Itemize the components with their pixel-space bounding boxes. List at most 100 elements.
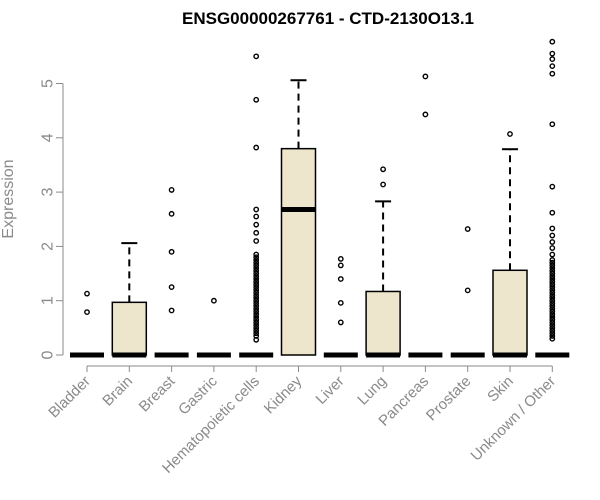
y-tick-label: 3: [40, 188, 57, 197]
y-tick-label: 4: [40, 133, 57, 142]
outlier-point: [549, 183, 556, 190]
outlier-point: [549, 305, 556, 312]
outlier-point: [549, 225, 556, 232]
outlier-point: [549, 56, 556, 62]
outlier-point: [337, 299, 344, 306]
outlier-point: [253, 96, 260, 103]
outlier-point: [549, 267, 556, 274]
outlier-point: [253, 270, 260, 277]
x-tick-label: Skin: [484, 373, 517, 406]
outlier-point: [253, 316, 260, 323]
outlier-point: [549, 278, 556, 285]
outlier-point: [337, 262, 344, 269]
outlier-point: [549, 330, 556, 337]
outlier-point: [253, 281, 260, 288]
outlier-point: [168, 210, 175, 217]
outlier-point: [507, 131, 513, 137]
outlier-point: [549, 281, 556, 288]
outlier-point: [549, 262, 556, 269]
y-axis-label: Expression: [0, 159, 17, 238]
box-body: [492, 269, 528, 356]
outlier-point: [549, 63, 556, 70]
outlier-point: [549, 270, 556, 277]
x-tick-label: Brain: [99, 373, 136, 410]
outlier-point: [549, 316, 556, 323]
outlier-point: [168, 187, 175, 193]
box-breast: [154, 187, 189, 358]
outlier-point: [253, 314, 260, 320]
outlier-point: [549, 245, 556, 251]
outlier-point: [168, 284, 175, 291]
y-tick-label: 5: [40, 79, 57, 88]
x-tick-label: Liver: [313, 373, 348, 408]
outlier-point: [84, 309, 90, 316]
outlier-point: [549, 324, 556, 331]
outlier-point: [210, 297, 217, 304]
outlier-point: [549, 333, 556, 339]
outlier-point: [253, 319, 260, 326]
outlier-point: [549, 276, 556, 282]
box-body: [111, 301, 148, 356]
outlier-point: [549, 251, 556, 258]
box-lung: [365, 166, 401, 358]
outlier-point: [549, 232, 556, 239]
outlier-point: [464, 287, 471, 294]
outlier-point: [549, 322, 556, 329]
outlier-point: [549, 257, 556, 263]
outlier-point: [380, 181, 386, 188]
outlier-point: [549, 303, 556, 310]
outlier-point: [168, 307, 175, 314]
x-tick-label: Breast: [136, 372, 179, 415]
outlier-point: [549, 286, 556, 293]
outlier-point: [380, 166, 386, 173]
outlier-point: [549, 121, 556, 128]
outlier-point: [253, 295, 260, 301]
outlier-point: [253, 336, 260, 343]
outlier-point: [253, 300, 260, 307]
outlier-point: [253, 278, 260, 285]
outlier-point: [253, 297, 260, 304]
outlier-point: [549, 311, 556, 318]
outlier-point: [549, 289, 556, 296]
outlier-point: [84, 290, 90, 297]
outlier-point: [549, 295, 556, 301]
chart-title: ENSG00000267761 - CTD-2130O13.1: [182, 9, 474, 28]
outlier-point: [549, 308, 556, 315]
outlier-point: [253, 327, 260, 334]
box-body: [280, 147, 317, 356]
outlier-point: [253, 289, 260, 296]
outlier-point: [549, 319, 556, 326]
outlier-point: [549, 265, 556, 272]
outlier-point: [253, 276, 260, 282]
outlier-point: [253, 265, 260, 272]
outlier-point: [549, 300, 556, 307]
outlier-point: [549, 70, 556, 77]
outlier-point: [549, 239, 556, 245]
outlier-point: [253, 257, 260, 263]
outlier-point: [464, 226, 471, 232]
x-tick-label: Bladder: [45, 373, 94, 422]
box-bladder: [70, 290, 104, 358]
box-pancreas: [408, 73, 443, 358]
outlier-point: [253, 322, 260, 329]
outlier-point: [253, 229, 260, 236]
x-tick-label: Prostate: [423, 373, 475, 425]
box-unknown-other: [535, 38, 570, 358]
outlier-point: [549, 327, 556, 334]
outlier-point: [253, 259, 260, 266]
outlier-point: [253, 284, 260, 291]
outlier-point: [549, 209, 556, 216]
outlier-point: [422, 111, 429, 118]
y-axis: 0 1 2 3 4 5: [40, 79, 64, 359]
outlier-point: [549, 335, 556, 342]
y-tick-label: 0: [40, 350, 57, 359]
outlier-point: [422, 73, 429, 80]
outlier-point: [253, 206, 260, 213]
outlier-point: [253, 221, 260, 228]
outlier-point: [253, 311, 260, 318]
x-tick-label: Lung: [354, 373, 390, 409]
outlier-point: [253, 330, 260, 337]
outlier-point: [253, 303, 260, 310]
outlier-point: [337, 276, 344, 282]
